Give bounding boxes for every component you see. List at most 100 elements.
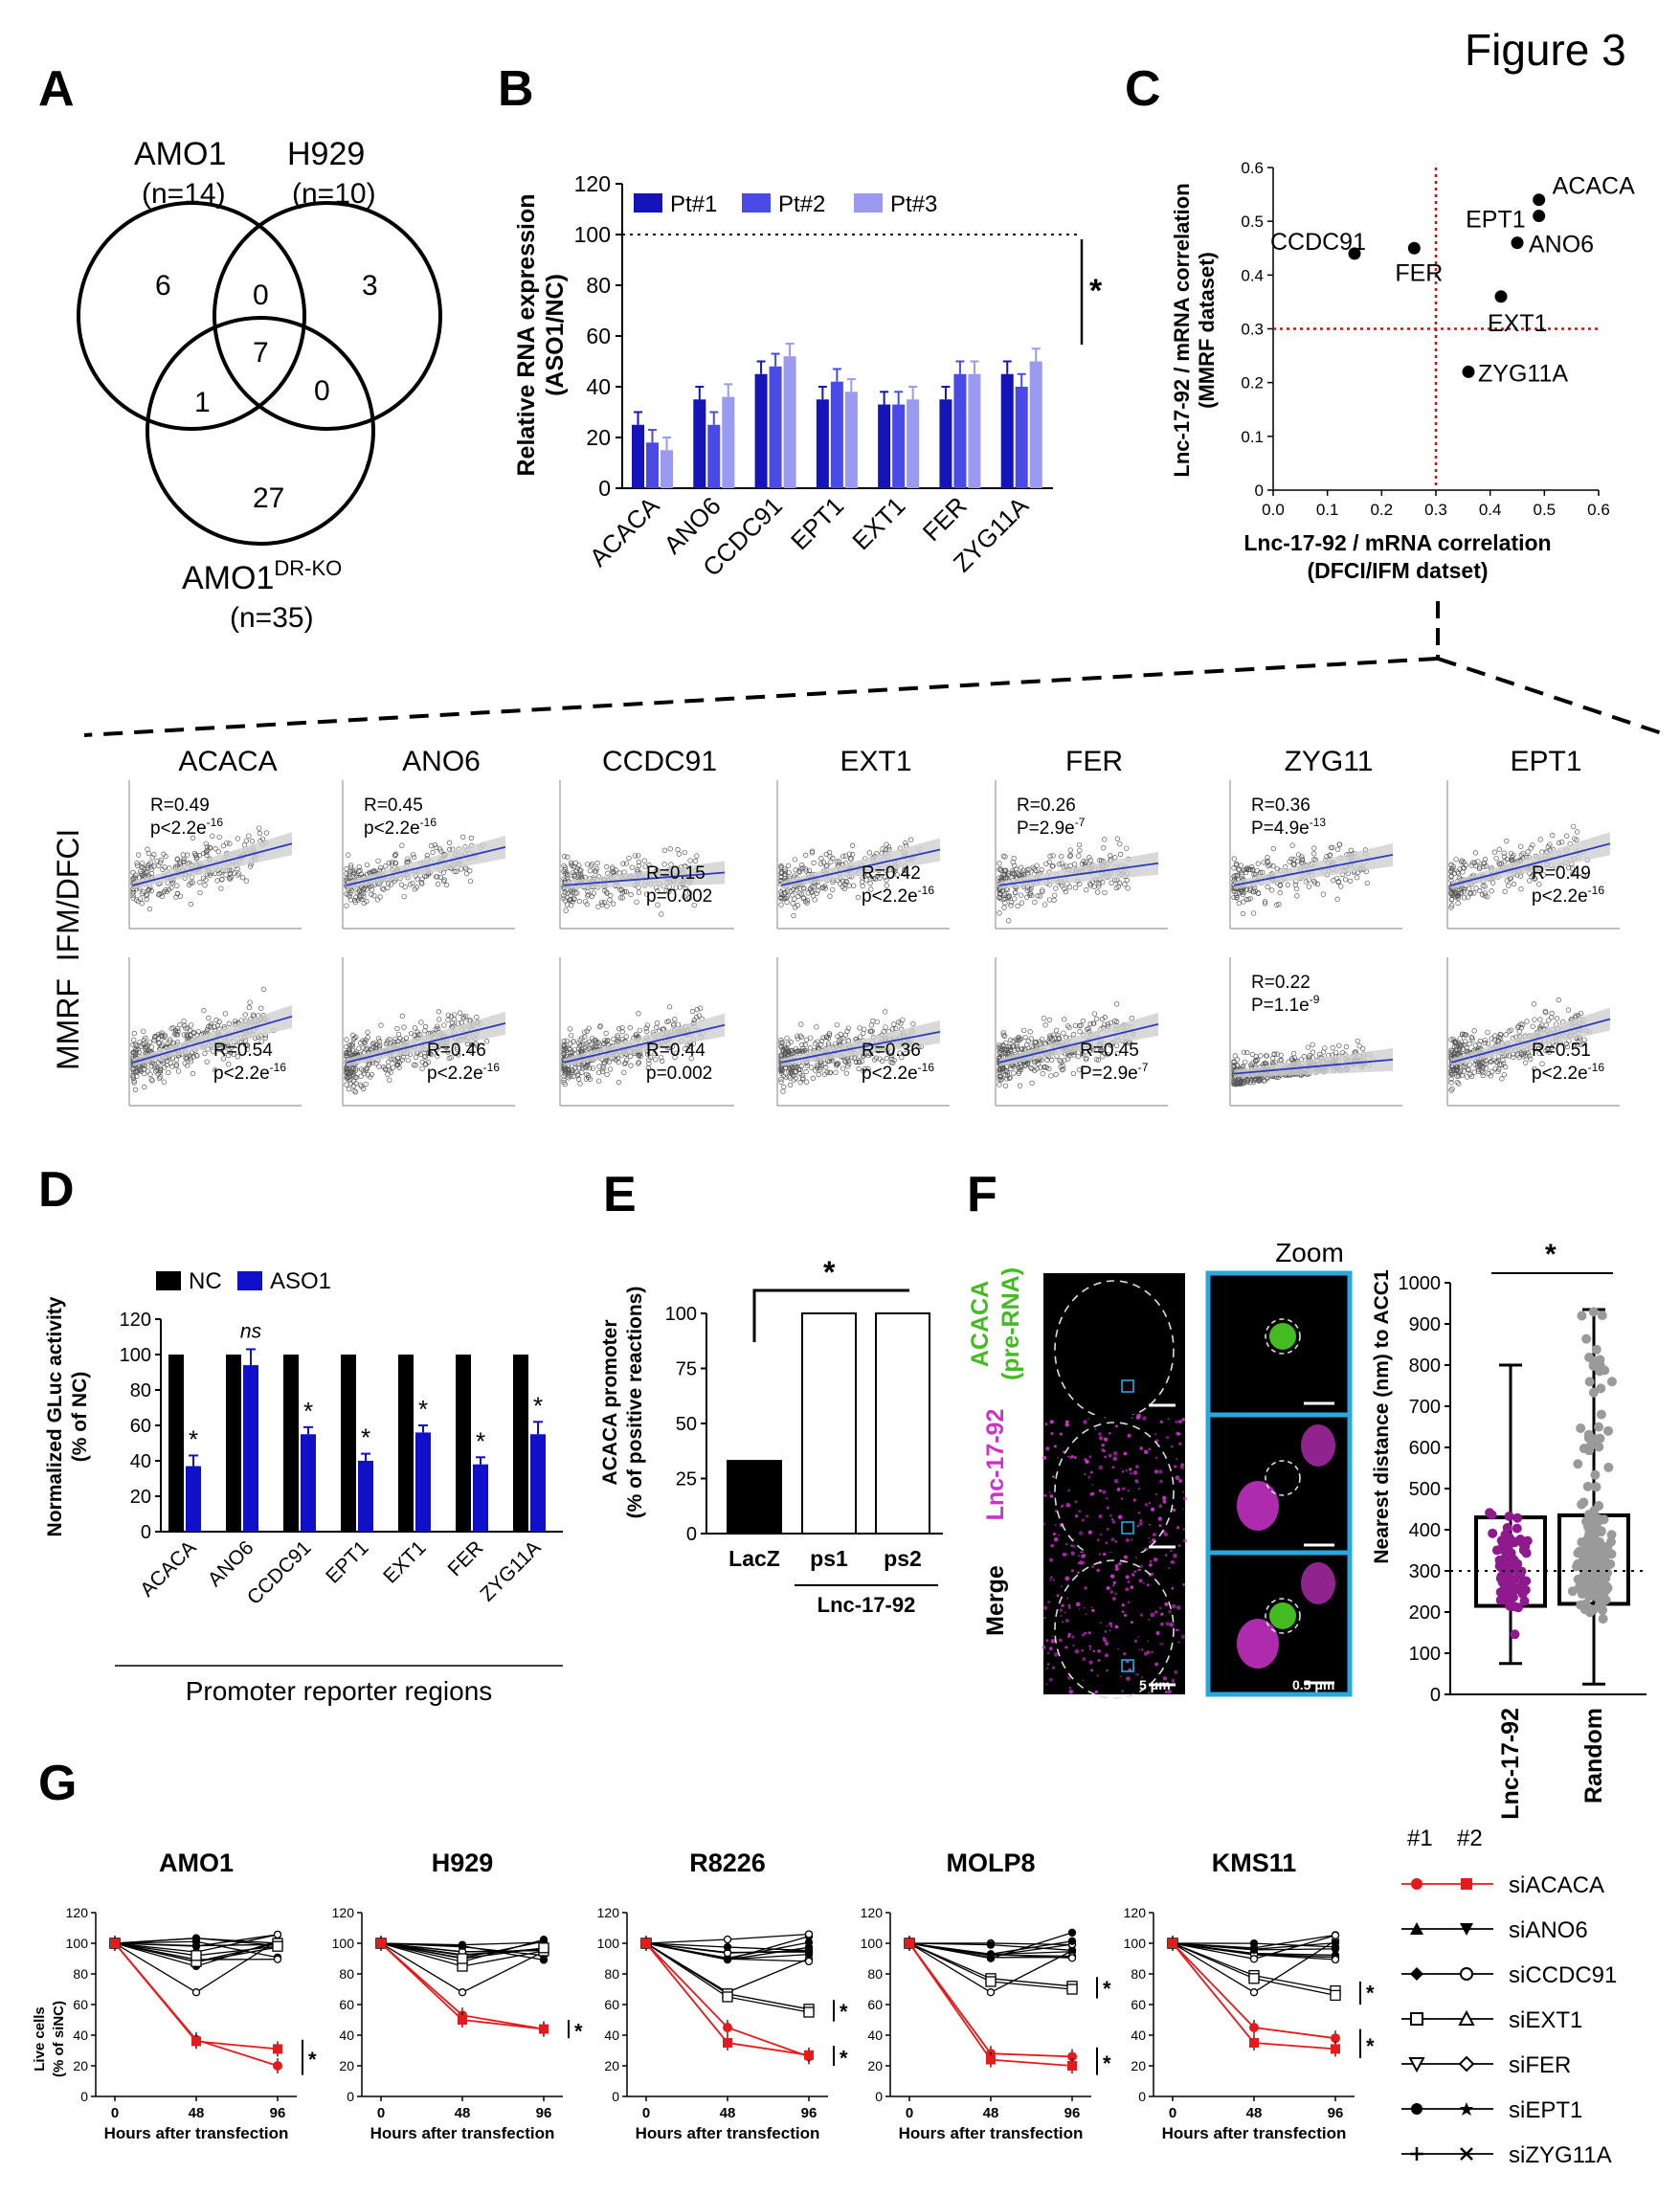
corr-point	[454, 1044, 459, 1050]
d-ytick-label: 40	[130, 1451, 151, 1472]
corr-point	[457, 1010, 463, 1016]
panel-f-label: F	[967, 1167, 997, 1222]
corr-point	[686, 890, 693, 896]
b-bar	[693, 399, 706, 488]
corr-point	[1007, 1037, 1014, 1043]
f-signal-dot	[1154, 1469, 1159, 1474]
corr-point	[173, 1057, 179, 1063]
b-bar	[783, 356, 796, 488]
corr-point	[623, 861, 630, 866]
corr-point	[1571, 823, 1577, 830]
corr-point	[388, 882, 394, 887]
corr-point	[857, 1025, 862, 1031]
b-ylabel-1: Relative RNA expression	[513, 193, 540, 476]
corr-point	[655, 887, 661, 894]
corr-point	[561, 1051, 567, 1057]
corr-point	[564, 1038, 570, 1043]
corr-point	[188, 1059, 194, 1064]
d-bar-aso1	[301, 1434, 316, 1532]
corr-gene-title: FER	[1065, 746, 1123, 777]
corr-point	[636, 863, 641, 869]
corr-point	[585, 862, 591, 867]
f-signal-dot	[1050, 1431, 1054, 1436]
corr-point	[884, 841, 889, 847]
corr-point	[603, 1058, 609, 1064]
f-signal-dot	[1098, 1432, 1102, 1436]
corr-point	[579, 1069, 585, 1075]
corr-point	[891, 1021, 897, 1027]
corr-point	[1485, 1029, 1490, 1036]
c-point-label: CCDC91	[1270, 229, 1366, 256]
corr-point	[1231, 865, 1237, 871]
f-signal-dot	[1182, 1528, 1185, 1531]
corr-point	[1061, 1030, 1066, 1036]
corr-point	[561, 1042, 567, 1048]
corr-point	[147, 1071, 153, 1077]
corr-point	[375, 858, 381, 863]
corr-point	[1054, 1027, 1060, 1034]
panel-c-chart: Lnc-17-92 / mRNA correlation (MMRF datas…	[1170, 159, 1635, 583]
corr-point	[160, 866, 166, 873]
corr-point	[1015, 903, 1020, 909]
corr-point	[1046, 859, 1053, 865]
f-signal-dot	[1058, 1534, 1061, 1536]
f-signal-dot	[1132, 1498, 1136, 1502]
corr-point	[682, 849, 687, 856]
corr-fit-line	[346, 1022, 506, 1064]
corr-point	[606, 1059, 613, 1064]
corr-point	[144, 893, 149, 899]
corr-point	[595, 904, 601, 909]
f-signal-dot	[1149, 1541, 1152, 1544]
f-signal-dot	[1177, 1544, 1181, 1547]
corr-point	[349, 1041, 355, 1047]
f-signal-dot	[1104, 1455, 1108, 1459]
f-signal-dot	[1144, 1503, 1149, 1507]
corr-point	[235, 836, 241, 841]
corr-point	[415, 1032, 421, 1038]
d-bar-aso1	[243, 1365, 258, 1532]
corr-point	[1511, 881, 1517, 887]
corr-point	[1050, 853, 1056, 859]
count-all: 7	[253, 337, 269, 369]
corr-point	[562, 866, 568, 873]
corr-point	[1080, 1018, 1086, 1024]
corr-point	[668, 862, 674, 867]
f-signal-dot	[1114, 1540, 1118, 1543]
panel-d-chart: Normalized GLuc activity (% of NC) NC AS…	[44, 1268, 563, 1706]
f-signal-dot	[1142, 1416, 1147, 1421]
corr-gene-title: ZYG11	[1285, 746, 1374, 777]
f-signal-dot	[1105, 1541, 1108, 1544]
corr-point	[837, 881, 843, 886]
panel-a-label: A	[38, 61, 75, 117]
corr-point	[617, 887, 623, 893]
corr-point	[1008, 903, 1014, 908]
d-category-label: CCDC91	[243, 1536, 316, 1609]
corr-point	[238, 1040, 245, 1045]
corr-r-value: R=0.36	[1251, 795, 1310, 816]
b-legend-swatch-3	[854, 193, 883, 213]
corr-point	[188, 901, 193, 908]
corr-point	[149, 855, 155, 861]
f-signal-dot	[1050, 1543, 1055, 1548]
d-category-label: EXT1	[379, 1536, 430, 1587]
corr-point	[417, 1051, 423, 1057]
corr-point	[358, 871, 365, 877]
panel-c-label: C	[1125, 61, 1161, 117]
f-signal-dot	[1128, 1468, 1132, 1471]
corr-point	[1330, 1044, 1335, 1051]
corr-point	[1311, 845, 1317, 851]
corr-point	[353, 1065, 359, 1072]
f-signal-dot	[1045, 1446, 1050, 1451]
corr-point	[435, 1053, 440, 1059]
corr-point	[676, 851, 682, 857]
b-legend-label-2: Pt#2	[778, 191, 825, 217]
corr-point	[448, 1014, 455, 1020]
b-sig-star: *	[1089, 273, 1103, 309]
corr-point	[1314, 882, 1321, 887]
corr-point	[1348, 847, 1354, 853]
c-point	[1407, 241, 1421, 255]
corr-point	[441, 877, 447, 883]
corr-point	[455, 1052, 461, 1058]
corr-point	[131, 1037, 137, 1042]
